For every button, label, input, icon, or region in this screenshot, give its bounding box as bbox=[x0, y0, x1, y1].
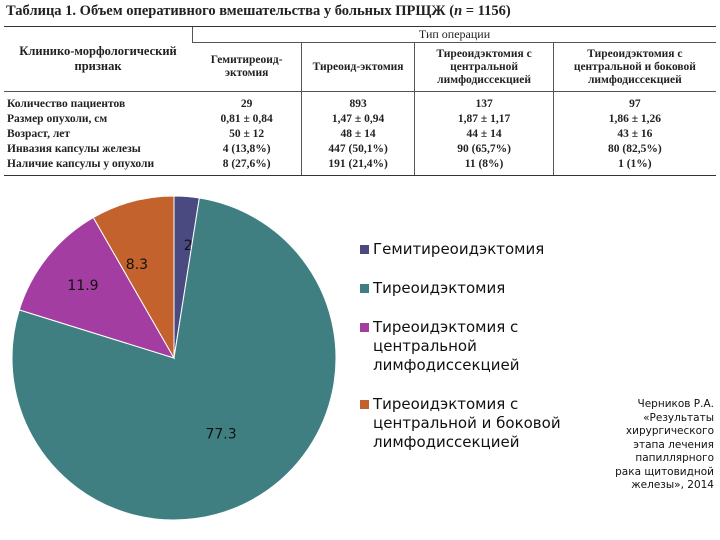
table-body: Количество пациентов 29 893 137 97 Размер опу… bbox=[4, 91, 716, 176]
legend-swatch bbox=[360, 400, 369, 409]
row-label: Возраст, лет bbox=[7, 128, 71, 140]
legend-swatch bbox=[360, 284, 369, 293]
legend-label: Гемитиреоидэктомия bbox=[373, 240, 545, 258]
row-label: Наличие капсулы у опухоли bbox=[4, 157, 193, 176]
table-cell: 97 bbox=[552, 91, 716, 112]
table-cell: 90 (65,7%) bbox=[414, 142, 554, 157]
pie-data-label-2: 77.3 bbox=[205, 427, 236, 443]
table-cell: 4 (13,8%) bbox=[222, 143, 271, 155]
table-caption: Таблица 1. Объем оперативного вмешательс… bbox=[6, 3, 511, 20]
legend-label: Тиреоидэктомия bbox=[373, 279, 506, 297]
caption-prefix: Таблица 1. Объем оперативного вмешательс… bbox=[6, 3, 455, 19]
legend-item: Тиреоидэктомия bbox=[360, 279, 590, 298]
column-header-2: Тиреоид-эктомия bbox=[300, 42, 415, 92]
caption-suffix: = 1156) bbox=[462, 3, 511, 19]
column-header-1: Гемитиреоид-эктомия bbox=[192, 42, 302, 92]
pie-data-label-4: 8.3 bbox=[126, 257, 148, 273]
feature-header: Клинико-морфологический признак bbox=[4, 26, 193, 92]
table-cell: 11 (8%) bbox=[414, 157, 554, 176]
table-cell: 1 (1%) bbox=[552, 157, 716, 176]
row-label: Размер опухоли, см bbox=[7, 113, 108, 125]
legend-swatch bbox=[360, 245, 369, 254]
table-cell: 1,86 ± 1,26 bbox=[552, 112, 716, 127]
table-cell: 50 ± 12 bbox=[229, 128, 265, 140]
column-header-row: Гемитиреоид-эктомия Тиреоид-эктомия Тиреои… bbox=[4, 42, 716, 92]
table-cell: 44 ± 14 bbox=[414, 127, 554, 142]
table-cell: 8 (27,6%) bbox=[192, 157, 302, 176]
table-cell: 0,81 ± 0,84 bbox=[220, 113, 273, 125]
group-header: Тип операции bbox=[192, 26, 716, 43]
legend-label: Тиреоидэктомия с центральной лимфодиссек… bbox=[373, 318, 520, 374]
table-row: Инвазия капсулы железы 4 (13,8%) 447 (50,1… bbox=[4, 142, 716, 157]
table-cell: 447 (50,1%) bbox=[300, 142, 415, 157]
chart-legend: Гемитиреоидэктомия Тиреоидэктомия Тиреоидэ… bbox=[360, 240, 590, 472]
legend-item: Тиреоидэктомия с центральной лимфодиссек… bbox=[360, 318, 590, 375]
table-row: Возраст, лет 50 ± 12 48 ± 14 44 ± 14 43 ± 16 bbox=[4, 127, 716, 142]
table-cell: 137 bbox=[414, 91, 554, 112]
legend-item: Гемитиреоидэктомия bbox=[360, 240, 590, 259]
table-cell: 1,87 ± 1,17 bbox=[414, 112, 554, 127]
table-cell: 1,47 ± 0,94 bbox=[300, 112, 415, 127]
caption-n: n bbox=[454, 3, 463, 19]
legend-item: Тиреоидэктомия с центральной и боковой л… bbox=[360, 395, 590, 452]
row-label: Количество пациентов bbox=[7, 98, 126, 110]
table-row: Размер опухоли, см 0,81 ± 0,84 1,47 ± 0,94… bbox=[4, 112, 716, 127]
legend-swatch bbox=[360, 323, 369, 332]
table-cell: 48 ± 14 bbox=[300, 127, 415, 142]
table-cell: 893 bbox=[300, 91, 415, 112]
row-label: Инвазия капсулы железы bbox=[7, 143, 141, 155]
pie-chart: 2.577.311.98.3 bbox=[11, 195, 337, 521]
pie-slice-4 bbox=[92, 195, 175, 360]
column-header-3: Тиреоидэктомия с центральной лимфодиссек… bbox=[414, 42, 554, 92]
source-credit: Черников Р.А. «Результаты хирургического… bbox=[615, 398, 714, 491]
pie-slice-3 bbox=[18, 216, 176, 359]
data-table: Клинико-морфологический признак Тип опер… bbox=[4, 26, 716, 176]
legend-label: Тиреоидэктомия с центральной и боковой л… bbox=[373, 395, 561, 451]
column-header-4: Тиреоидэктомия с центральной и боковой л… bbox=[552, 42, 716, 92]
table-cell: 43 ± 16 bbox=[552, 127, 716, 142]
pie-data-label-3: 11.9 bbox=[67, 278, 98, 294]
table-cell: 80 (82,5%) bbox=[552, 142, 716, 157]
table-row: Наличие капсулы у опухоли 8 (27,6%) 191 (2… bbox=[4, 157, 716, 176]
table-cell: 29 bbox=[240, 98, 253, 110]
table-cell: 191 (21,4%) bbox=[300, 157, 415, 176]
table-row: Количество пациентов 29 893 137 97 bbox=[4, 91, 716, 112]
